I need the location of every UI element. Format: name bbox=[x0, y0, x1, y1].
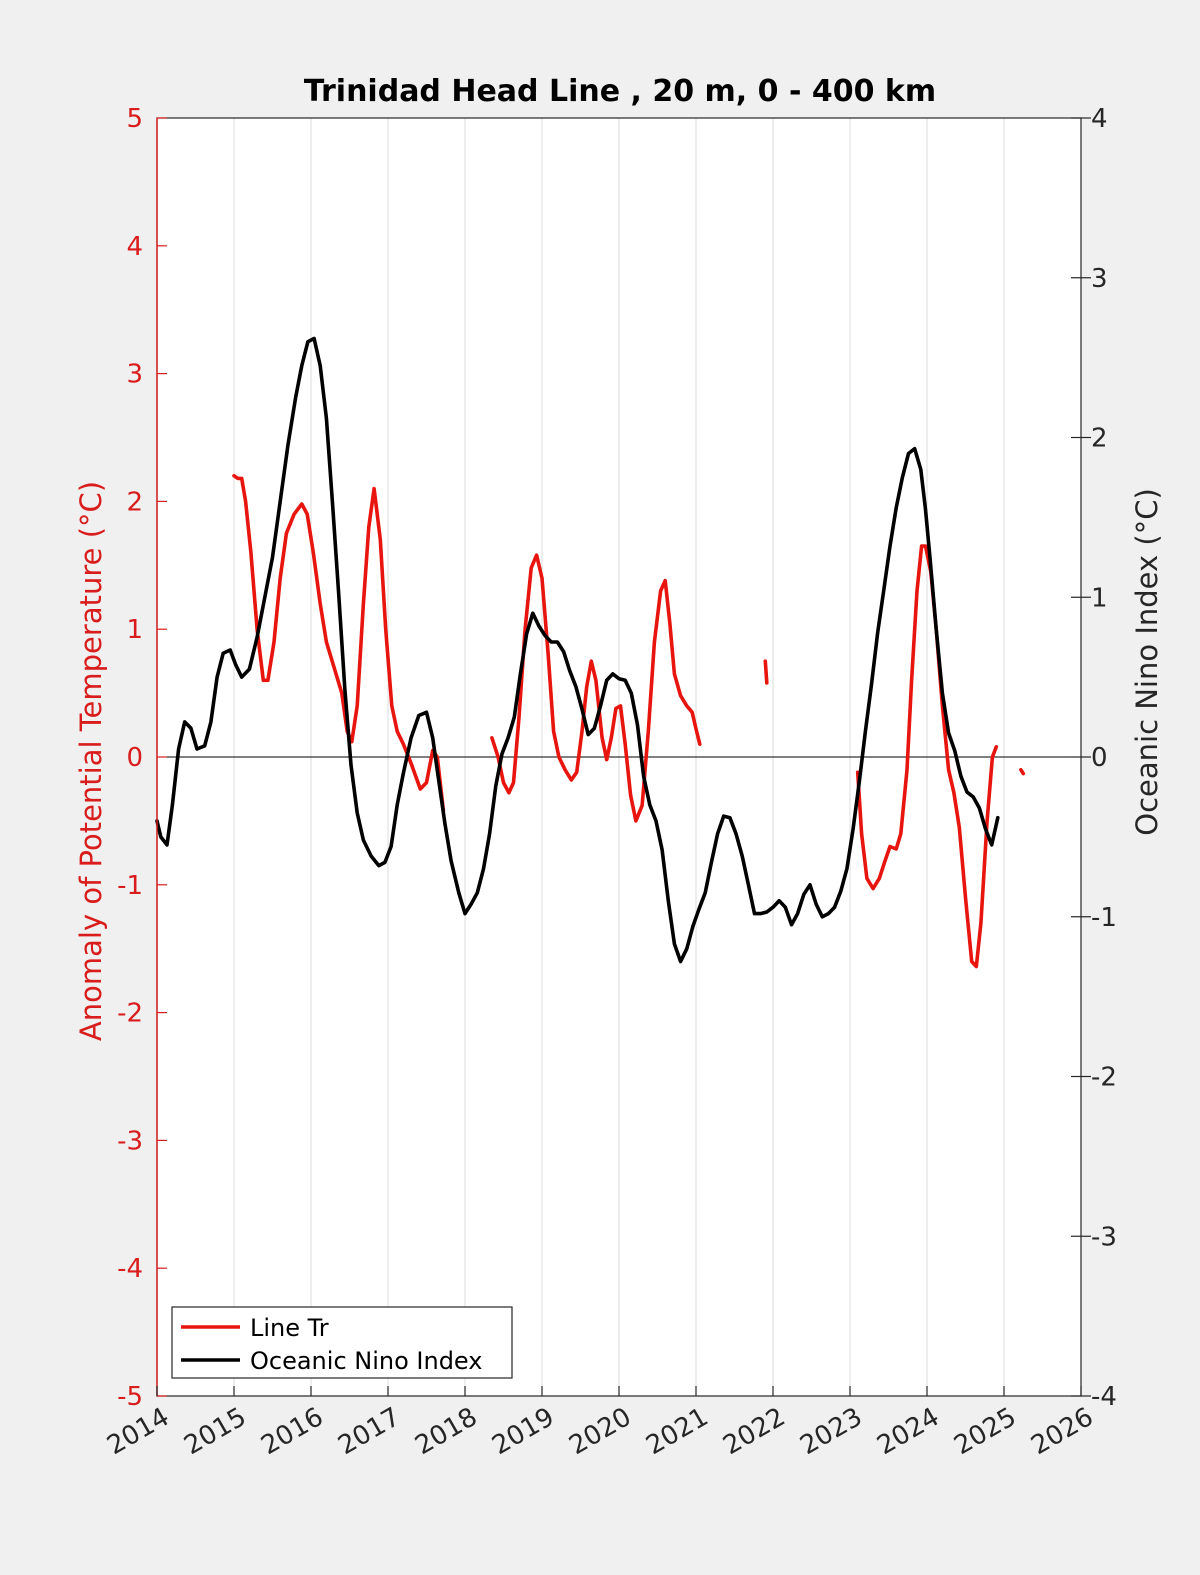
left-tick-label: 1 bbox=[126, 615, 143, 645]
right-tick-label: 4 bbox=[1091, 104, 1108, 134]
left-tick-label: 2 bbox=[126, 487, 143, 517]
right-tick-label: 0 bbox=[1091, 743, 1108, 773]
right-tick-label: -3 bbox=[1091, 1222, 1117, 1252]
left-tick-label: -1 bbox=[117, 871, 143, 901]
series-line-tr-segment-3 bbox=[855, 544, 999, 969]
legend-label-line-tr: Line Tr bbox=[250, 1314, 329, 1342]
left-tick-label: 3 bbox=[126, 360, 143, 390]
left-y-axis: 5 4 3 2 1 0 -1 -2 -3 -4 -5 bbox=[117, 104, 167, 1412]
right-tick-label: 2 bbox=[1091, 424, 1108, 454]
right-tick-label: -1 bbox=[1091, 903, 1117, 933]
series-group bbox=[155, 336, 1026, 969]
left-tick-label: -4 bbox=[117, 1254, 143, 1284]
legend-box bbox=[171, 1306, 513, 1379]
left-tick-label: -5 bbox=[117, 1382, 143, 1412]
series-line-tr-segment-2 bbox=[763, 659, 769, 685]
left-axis-label: Anomaly of Potential Temperature (°C) bbox=[74, 481, 108, 1041]
series-oceanic-nino-index-segment-0 bbox=[155, 336, 1000, 964]
right-y-axis: 4 3 2 1 0 -1 -2 -3 -4 bbox=[1071, 104, 1117, 1412]
right-axis-label: Oceanic Nino Index (°C) bbox=[1130, 488, 1164, 836]
chart-title: Trinidad Head Line , 20 m, 0 - 400 km bbox=[304, 74, 936, 109]
left-tick-label: -2 bbox=[117, 999, 143, 1029]
right-tick-label: -2 bbox=[1091, 1063, 1117, 1093]
left-tick-label: -3 bbox=[117, 1126, 143, 1156]
left-tick-label: 4 bbox=[126, 232, 143, 262]
left-tick-label: 5 bbox=[126, 104, 143, 134]
legend-label-oceanic-nino-index: Oceanic Nino Index bbox=[250, 1347, 482, 1375]
right-tick-label: -4 bbox=[1091, 1382, 1117, 1412]
series-line-tr-segment-4 bbox=[1019, 767, 1026, 776]
left-tick-label: 0 bbox=[126, 743, 143, 773]
series-line-tr-segment-0 bbox=[232, 473, 446, 813]
right-tick-label: 3 bbox=[1091, 264, 1108, 294]
right-tick-label: 1 bbox=[1091, 583, 1108, 613]
legend: Line Tr Oceanic Nino Index bbox=[171, 1306, 513, 1379]
